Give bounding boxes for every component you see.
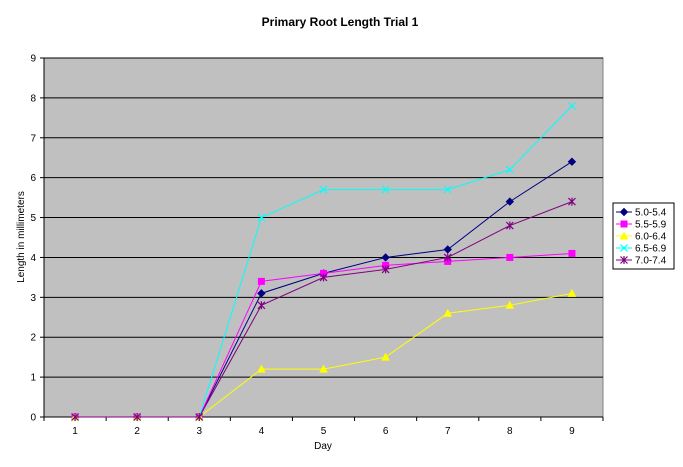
legend-label: 6.0-6.4 (635, 232, 667, 243)
data-point (505, 300, 515, 309)
legend-label: 5.5-5.9 (635, 220, 667, 231)
data-point (257, 213, 266, 222)
x-tick-label: 4 (259, 426, 265, 437)
legend-marker (619, 207, 629, 217)
y-tick-label: 5 (30, 213, 36, 224)
data-point (381, 352, 390, 361)
legend-item: 6.0-6.4 (616, 231, 667, 243)
legend-label: 5.0-5.4 (635, 208, 667, 219)
chart-title: Primary Root Length Trial 1 (262, 15, 419, 29)
legend-item: 7.0-7.4 (616, 256, 667, 267)
x-tick-label: 1 (72, 426, 78, 437)
legend-item: 5.0-5.4 (616, 208, 667, 219)
x-axis-label: Day (314, 441, 332, 452)
y-tick-label: 7 (30, 133, 36, 144)
data-point (319, 273, 328, 282)
data-point (257, 289, 266, 298)
data-point (567, 157, 577, 166)
data-point (505, 165, 514, 174)
plot-area (43, 57, 604, 418)
gridlines (44, 57, 603, 378)
legend-item: 6.5-6.9 (616, 244, 667, 255)
data-point (567, 288, 577, 297)
legend: 5.0-5.45.5-5.96.0-6.46.5-6.97.0-7.4 (612, 202, 675, 270)
data-point (257, 364, 266, 373)
series-7.0-7.4 (71, 197, 576, 421)
y-tick-label: 3 (30, 293, 36, 304)
data-point (381, 253, 390, 262)
y-tick-label: 4 (30, 253, 36, 264)
y-tick-label: 1 (30, 373, 36, 384)
data-point (257, 277, 265, 285)
x-tick-label: 7 (445, 426, 451, 437)
legend-label: 7.0-7.4 (635, 256, 667, 267)
legend-marker (620, 256, 628, 264)
y-tick-label: 0 (30, 413, 36, 424)
data-point (568, 249, 576, 257)
data-point (71, 413, 79, 421)
legend-marker (620, 220, 628, 228)
legend-marker (619, 231, 629, 240)
legend-item: 5.5-5.9 (616, 220, 667, 231)
data-point (505, 221, 514, 230)
data-point (443, 253, 452, 262)
x-tick-label: 2 (134, 426, 140, 437)
x-tick-label: 9 (569, 426, 575, 437)
data-point (505, 197, 515, 206)
y-tick-label: 6 (30, 173, 36, 184)
data-point (443, 308, 453, 317)
legend-label: 6.5-6.9 (635, 244, 667, 255)
data-point (133, 413, 142, 421)
data-point (381, 265, 390, 274)
y-tick-label: 9 (30, 54, 36, 65)
data-point (319, 185, 328, 194)
legend-marker (620, 244, 628, 252)
y-tick-label: 8 (30, 93, 36, 104)
data-point (257, 301, 266, 310)
x-tick-label: 8 (507, 426, 513, 437)
series-group (70, 101, 577, 422)
data-point (381, 185, 390, 194)
data-point (443, 185, 452, 194)
x-tick-label: 5 (321, 426, 327, 437)
y-tick-label: 2 (30, 333, 36, 344)
data-point (443, 245, 452, 254)
data-point (568, 101, 576, 110)
data-point (195, 413, 204, 421)
y-axis-label: Length in millimeters (16, 191, 27, 283)
data-point (568, 197, 576, 206)
x-tick-label: 3 (196, 426, 202, 437)
x-tick-label: 6 (383, 426, 389, 437)
data-point (506, 253, 514, 261)
data-point (319, 364, 328, 373)
